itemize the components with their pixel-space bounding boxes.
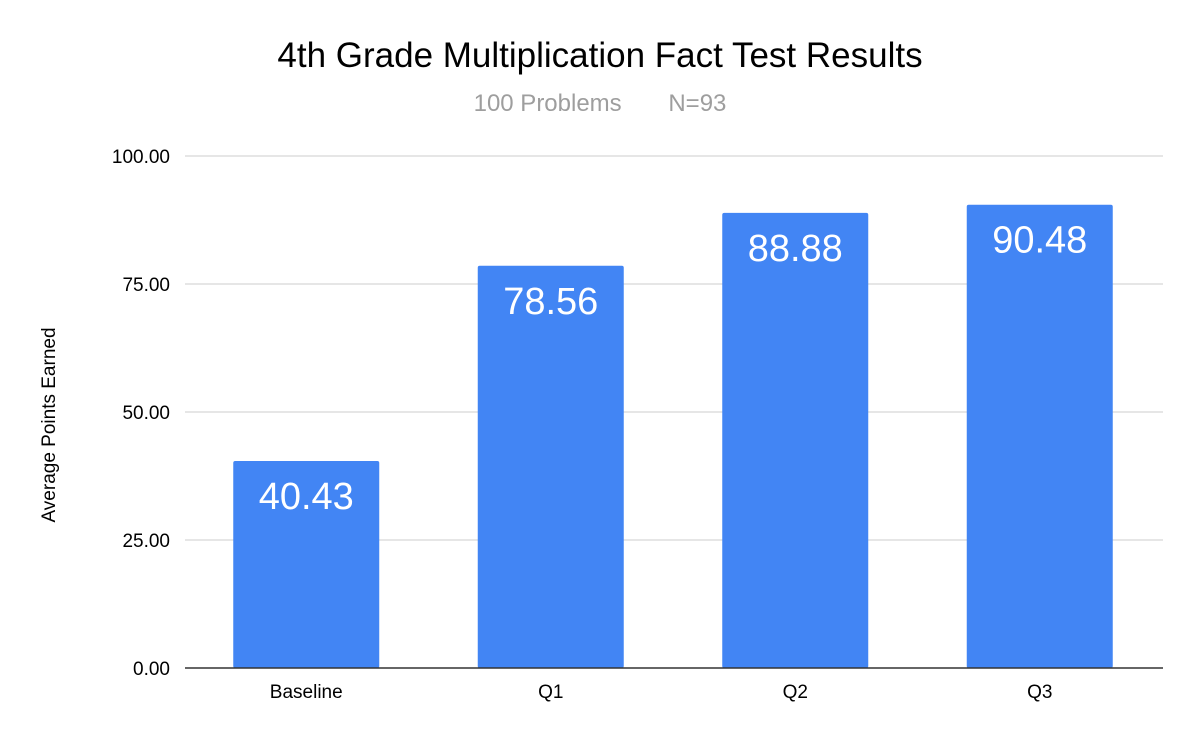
y-tick-label: 75.00	[122, 275, 170, 296]
y-tick-label: 0.00	[133, 659, 170, 680]
y-tick-label: 50.00	[122, 403, 170, 424]
x-tick-label: Q1	[538, 682, 563, 703]
data-label: 90.48	[992, 220, 1087, 262]
x-tick-label: Q3	[1027, 682, 1052, 703]
data-label: 88.88	[748, 228, 843, 270]
x-tick-label: Q2	[783, 682, 808, 703]
bar-q2	[722, 212, 869, 669]
data-label: 40.43	[259, 476, 354, 518]
data-label: 78.56	[503, 281, 598, 323]
bar-baseline	[233, 460, 380, 668]
y-tick-label: 100.00	[112, 147, 170, 168]
bar-q1	[477, 265, 624, 668]
chart-title: 4th Grade Multiplication Fact Test Resul…	[277, 36, 923, 75]
bar-q3	[966, 204, 1113, 668]
x-tick-label: Baseline	[270, 682, 343, 703]
chart-subtitle: 100 Problems N=93	[473, 90, 727, 117]
y-tick-label: 25.00	[122, 531, 170, 552]
y-axis-label: Average Points Earned	[39, 327, 60, 522]
